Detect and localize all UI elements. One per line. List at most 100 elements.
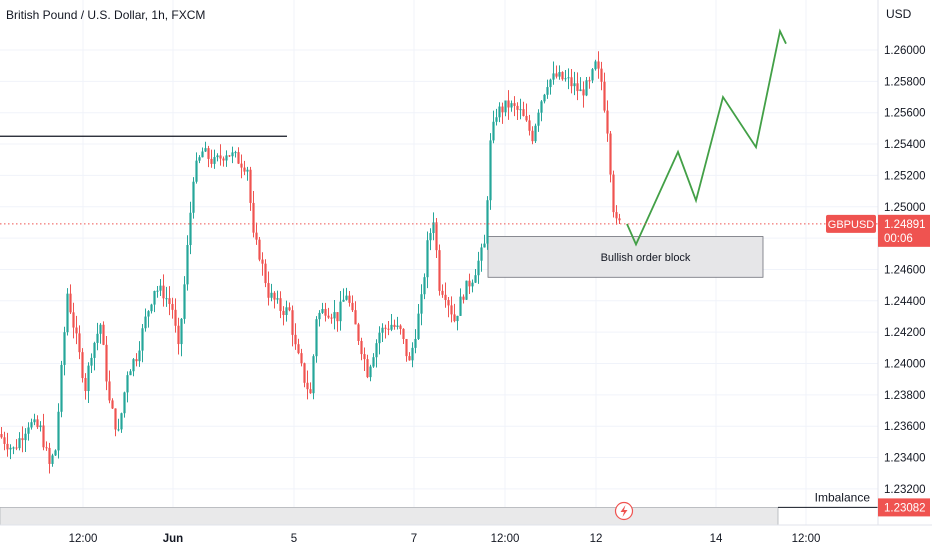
candle	[165, 286, 168, 307]
candle	[153, 290, 156, 313]
candle-body	[120, 413, 123, 430]
candle-body	[579, 89, 582, 92]
candle-body	[600, 68, 603, 82]
candle	[213, 149, 216, 169]
candle-body	[174, 309, 177, 326]
candle	[588, 76, 591, 89]
candle-body	[468, 280, 471, 287]
candle	[57, 403, 60, 459]
candle	[90, 353, 93, 373]
order-block-rect[interactable]	[487, 236, 764, 278]
candle	[249, 166, 252, 211]
candle	[60, 360, 63, 418]
candle	[3, 431, 6, 451]
candle-body	[525, 115, 528, 121]
candle-body	[597, 61, 600, 69]
imbalance-zone: Imbalance	[0, 490, 878, 526]
candle-body	[570, 77, 573, 87]
candle	[111, 398, 114, 409]
candle-body	[564, 78, 567, 80]
candle	[528, 114, 531, 136]
candle-body	[102, 324, 105, 345]
lightning-icon[interactable]	[614, 501, 634, 521]
candle-body	[594, 61, 597, 70]
candle-body	[81, 352, 84, 379]
candle-body	[189, 212, 192, 246]
candle	[600, 61, 603, 91]
candle	[480, 243, 483, 272]
time-axis[interactable]: 12:00 Jun 5 7 12:00 12 14 12:00	[69, 533, 821, 545]
candle-body	[126, 375, 129, 393]
price-tick-label: 1.24000	[884, 359, 926, 371]
candle	[531, 126, 534, 145]
candle-body	[180, 318, 183, 345]
candle-body	[45, 447, 48, 449]
candle-body	[504, 100, 507, 113]
candle-body	[279, 298, 282, 311]
projection-path-group[interactable]	[626, 28, 787, 247]
candle-body	[456, 315, 459, 322]
candle	[342, 288, 345, 302]
price-tick-label: 1.24200	[884, 327, 926, 339]
candle-body	[510, 103, 513, 108]
candle	[15, 439, 18, 451]
candle	[327, 307, 330, 319]
candle	[408, 352, 411, 361]
candle-body	[576, 83, 579, 92]
candle	[114, 408, 117, 437]
candle-body	[342, 299, 345, 302]
candle	[561, 71, 564, 81]
candle-body	[150, 304, 153, 312]
candle	[240, 154, 243, 179]
price-tick-label: 1.26000	[884, 45, 926, 57]
candle-body	[603, 81, 606, 111]
candle	[312, 354, 315, 400]
candle	[468, 273, 471, 295]
candle-body	[270, 292, 273, 298]
projection-path[interactable]	[626, 28, 787, 247]
candle-body	[489, 140, 492, 201]
candle	[96, 322, 99, 351]
candle-body	[441, 290, 444, 295]
candle-body	[396, 325, 399, 327]
candle-body	[327, 315, 330, 318]
candle-body	[543, 94, 546, 102]
candle	[84, 373, 87, 400]
candle-body	[408, 356, 411, 361]
candle	[303, 362, 306, 388]
candle-body	[63, 332, 66, 365]
candle-body	[282, 310, 285, 315]
candle-body	[309, 389, 312, 394]
price-tick-label: 1.25200	[884, 170, 926, 182]
candle	[552, 61, 555, 85]
candle	[177, 317, 180, 355]
candle-body	[84, 378, 87, 392]
candle-body	[519, 109, 522, 111]
time-tick-label: 12:00	[792, 533, 821, 545]
candle	[543, 93, 546, 104]
candle-body	[450, 305, 453, 315]
candle-body	[549, 79, 552, 88]
candle	[126, 371, 129, 403]
time-tick-label: 12	[590, 533, 603, 545]
candle	[471, 279, 474, 293]
candle	[102, 321, 105, 346]
imbalance-label: Imbalance	[815, 490, 871, 504]
candle	[513, 96, 516, 117]
candle	[597, 51, 600, 79]
candle	[609, 130, 612, 183]
order-block-zone[interactable]: Bullish order block	[487, 236, 764, 278]
candle	[27, 422, 30, 441]
candle	[93, 341, 96, 371]
candle	[216, 153, 219, 162]
candle	[81, 348, 84, 383]
candle-body	[558, 72, 561, 77]
candles	[0, 51, 621, 474]
candle	[357, 322, 360, 346]
price-axis[interactable]: 1.23200 1.23400 1.23600 1.23800 1.24000 1.242…	[826, 45, 930, 517]
candle	[510, 100, 513, 112]
candle-body	[273, 292, 276, 300]
candle-body	[561, 72, 564, 80]
